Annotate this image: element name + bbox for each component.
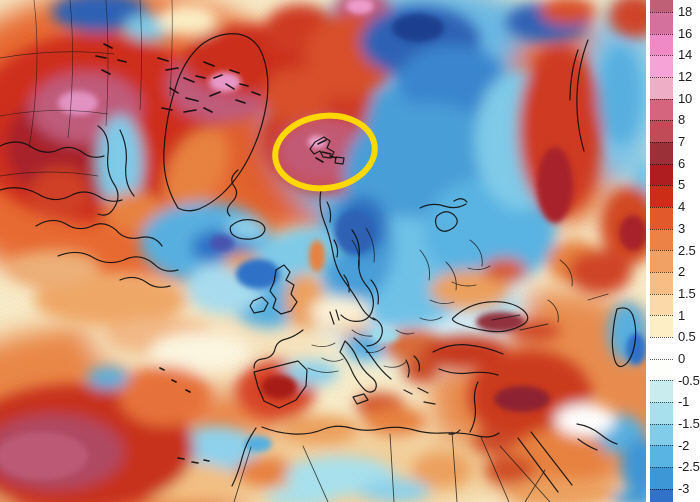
colorbar-segment	[650, 33, 673, 56]
anomaly-map	[0, 0, 646, 502]
colorbar-tick-label: 1.5	[678, 285, 696, 301]
colorbar-tick-label: 10	[678, 90, 693, 106]
colorbar-tick-label: -1.5	[678, 415, 700, 431]
country-borders	[233, 227, 609, 502]
colorbar-tick-label: -3	[678, 481, 690, 496]
colorbar-segment	[650, 120, 673, 143]
coastlines	[0, 33, 637, 493]
colorbar-segment	[650, 207, 673, 229]
colorbar-segment	[650, 250, 673, 273]
colorbar-tick-label: 3	[678, 220, 686, 236]
colorbar-tick-label: 2.5	[678, 242, 696, 258]
colorbar-tick-label: 0	[678, 350, 686, 366]
graticule-lines	[0, 0, 173, 177]
colorbar-tick-label: 4	[678, 199, 686, 215]
colorbar-labels: 18 16 14 12 10 8 7 6 5 4 3 2.5 2 1.5 1 0.5 0 -0.5 -1 -1.5 -2…	[678, 0, 700, 502]
colorbar-tick-label: -2.5	[678, 459, 700, 475]
colorbar-tick-label: 7	[678, 134, 686, 150]
colorbar-segment	[650, 163, 673, 186]
colorbar-segment	[650, 0, 673, 12]
colorbar-segment	[650, 315, 673, 338]
colorbar-segment	[650, 337, 673, 359]
colorbar-tick-label: 12	[678, 69, 693, 85]
colorbar-segment	[650, 467, 673, 489]
highlight-ellipse	[272, 112, 378, 192]
colorbar-segment	[650, 402, 673, 424]
colorbar-segment	[650, 488, 673, 502]
colorbar-tick-label: 18	[678, 4, 693, 19]
colorbar-tick-label: 16	[678, 25, 693, 41]
colorbar-tick-label: 2	[678, 264, 686, 280]
colorbar-tick-label: 5	[678, 177, 686, 193]
colorbar-tick-label: -0.5	[678, 372, 700, 388]
colorbar-tick-label: 8	[678, 112, 686, 128]
colorbar-tick-label: 6	[678, 155, 686, 171]
colorbar-segment	[650, 293, 673, 316]
colorbar-segment	[650, 77, 673, 99]
colorbar-segment	[650, 142, 673, 164]
colorbar-segment	[650, 423, 673, 446]
colorbar-segment	[650, 445, 673, 468]
colorbar-tick-label: 1	[678, 307, 686, 323]
colorbar-tick-label: -1	[678, 394, 690, 410]
island-marks	[95, 43, 337, 464]
colorbar-segment	[650, 12, 673, 34]
colorbar-tick-label: -2	[678, 437, 690, 453]
colorbar-tick-label: 0.5	[678, 329, 696, 345]
colorbar-tick-label: 14	[678, 47, 693, 63]
colorbar-segment	[650, 55, 673, 78]
colorbar-segment	[650, 185, 673, 208]
colorbar-segment	[650, 272, 673, 294]
colorbar-segment	[650, 380, 673, 403]
colorbar-segment	[650, 358, 673, 381]
colorbar-segment	[650, 228, 673, 251]
colorbar	[650, 0, 673, 502]
stipple-texture	[0, 0, 646, 502]
colorbar-segment	[650, 98, 673, 121]
